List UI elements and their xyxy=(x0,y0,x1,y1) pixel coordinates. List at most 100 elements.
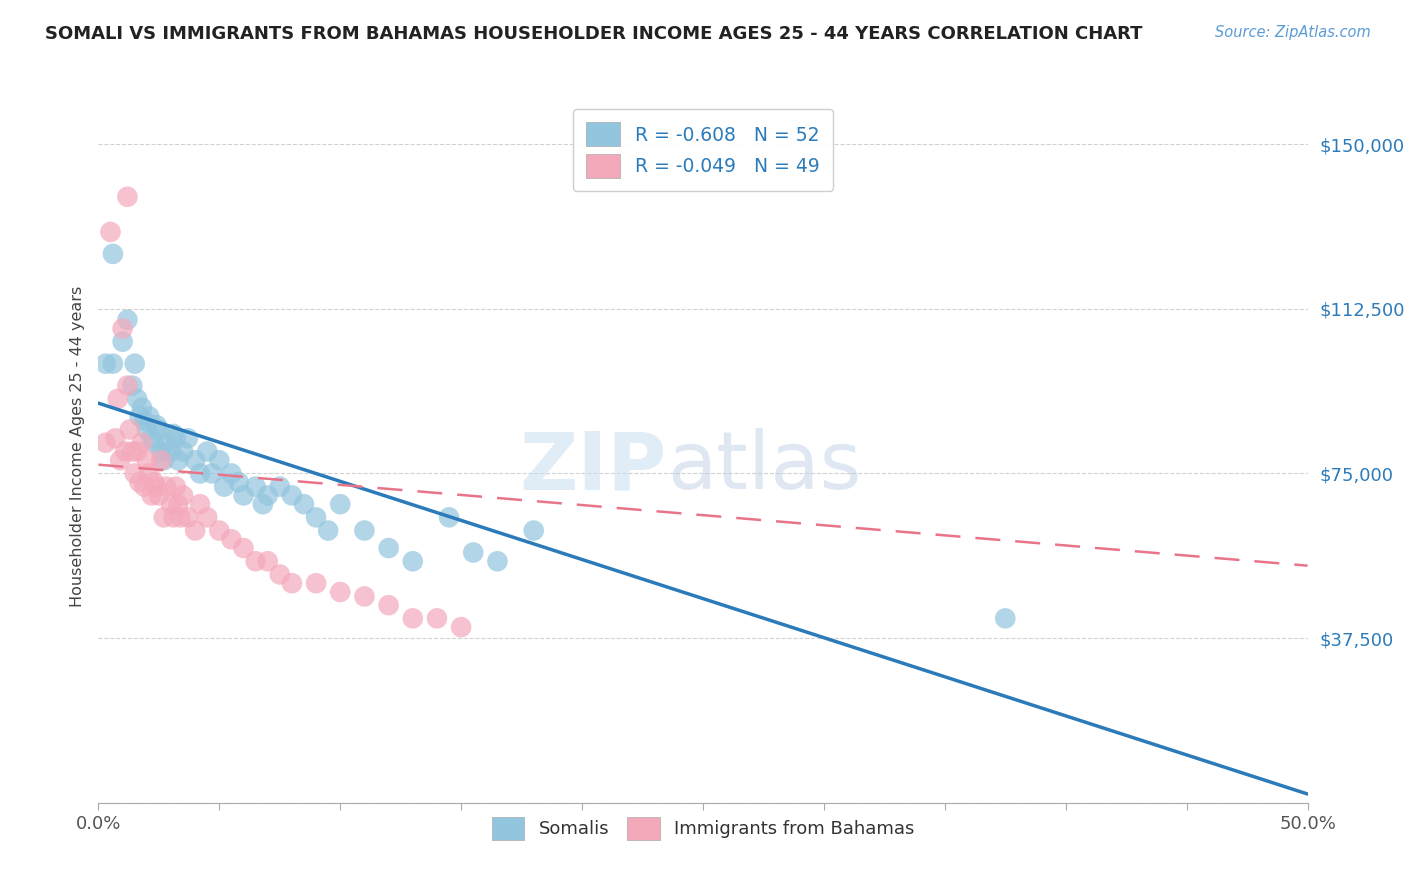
Point xyxy=(195,510,218,524)
Point xyxy=(162,510,184,524)
Point xyxy=(165,480,187,494)
Point xyxy=(150,453,173,467)
Point xyxy=(169,510,191,524)
Point xyxy=(402,611,425,625)
Point xyxy=(305,510,328,524)
Point xyxy=(111,321,134,335)
Point xyxy=(160,444,183,458)
Point xyxy=(256,554,278,568)
Point xyxy=(108,453,131,467)
Point xyxy=(134,480,156,494)
Point xyxy=(150,444,173,458)
Point xyxy=(121,378,143,392)
Point xyxy=(232,541,254,555)
Point xyxy=(437,510,460,524)
Point xyxy=(201,467,224,481)
Point xyxy=(245,554,267,568)
Point xyxy=(292,497,315,511)
Point xyxy=(148,423,170,437)
Point xyxy=(426,611,449,625)
Point xyxy=(353,524,375,538)
Point xyxy=(143,435,166,450)
Point xyxy=(121,444,143,458)
Point xyxy=(463,545,485,559)
Point xyxy=(208,524,231,538)
Point xyxy=(165,431,187,445)
Point xyxy=(188,467,211,481)
Point xyxy=(353,590,375,604)
Point xyxy=(127,392,149,406)
Point xyxy=(228,475,250,490)
Point xyxy=(124,357,146,371)
Point xyxy=(143,475,166,490)
Point xyxy=(141,431,163,445)
Point xyxy=(377,541,399,555)
Point xyxy=(135,453,157,467)
Point xyxy=(523,524,546,538)
Point xyxy=(994,611,1017,625)
Point xyxy=(94,357,117,371)
Text: Source: ZipAtlas.com: Source: ZipAtlas.com xyxy=(1215,25,1371,40)
Point xyxy=(114,444,136,458)
Point xyxy=(281,488,304,502)
Point xyxy=(162,426,184,441)
Point xyxy=(281,576,304,591)
Point xyxy=(117,190,139,204)
Point xyxy=(138,409,160,424)
Point xyxy=(111,334,134,349)
Point xyxy=(155,435,177,450)
Point xyxy=(101,357,124,371)
Point xyxy=(131,435,153,450)
Text: SOMALI VS IMMIGRANTS FROM BAHAMAS HOUSEHOLDER INCOME AGES 25 - 44 YEARS CORRELAT: SOMALI VS IMMIGRANTS FROM BAHAMAS HOUSEH… xyxy=(45,25,1143,43)
Point xyxy=(155,480,177,494)
Point xyxy=(117,312,139,326)
Point xyxy=(177,431,200,445)
Point xyxy=(305,576,328,591)
Point xyxy=(184,524,207,538)
Point xyxy=(145,418,167,433)
Point xyxy=(486,554,509,568)
Point xyxy=(118,423,141,437)
Point xyxy=(100,225,122,239)
Point xyxy=(128,409,150,424)
Point xyxy=(269,567,291,582)
Point xyxy=(269,480,291,494)
Point xyxy=(148,488,170,502)
Text: ZIP: ZIP xyxy=(519,428,666,507)
Point xyxy=(184,453,207,467)
Point xyxy=(131,401,153,415)
Point xyxy=(232,488,254,502)
Point xyxy=(167,453,190,467)
Legend: Somalis, Immigrants from Bahamas: Somalis, Immigrants from Bahamas xyxy=(484,810,922,847)
Point xyxy=(134,414,156,428)
Point xyxy=(141,488,163,502)
Point xyxy=(172,488,194,502)
Y-axis label: Householder Income Ages 25 - 44 years: Householder Income Ages 25 - 44 years xyxy=(69,285,84,607)
Point xyxy=(145,480,167,494)
Point xyxy=(101,247,124,261)
Point xyxy=(172,444,194,458)
Point xyxy=(167,497,190,511)
Point xyxy=(256,488,278,502)
Point xyxy=(329,497,352,511)
Point xyxy=(124,467,146,481)
Point xyxy=(316,524,339,538)
Point xyxy=(152,510,174,524)
Point xyxy=(138,467,160,481)
Point xyxy=(252,497,274,511)
Point xyxy=(127,444,149,458)
Point xyxy=(177,510,200,524)
Point xyxy=(377,598,399,612)
Point xyxy=(212,480,235,494)
Point xyxy=(188,497,211,511)
Point xyxy=(221,467,243,481)
Point xyxy=(450,620,472,634)
Point xyxy=(94,435,117,450)
Point xyxy=(152,453,174,467)
Point xyxy=(221,533,243,547)
Point xyxy=(329,585,352,599)
Point xyxy=(160,497,183,511)
Point xyxy=(208,453,231,467)
Text: atlas: atlas xyxy=(666,428,860,507)
Point xyxy=(107,392,129,406)
